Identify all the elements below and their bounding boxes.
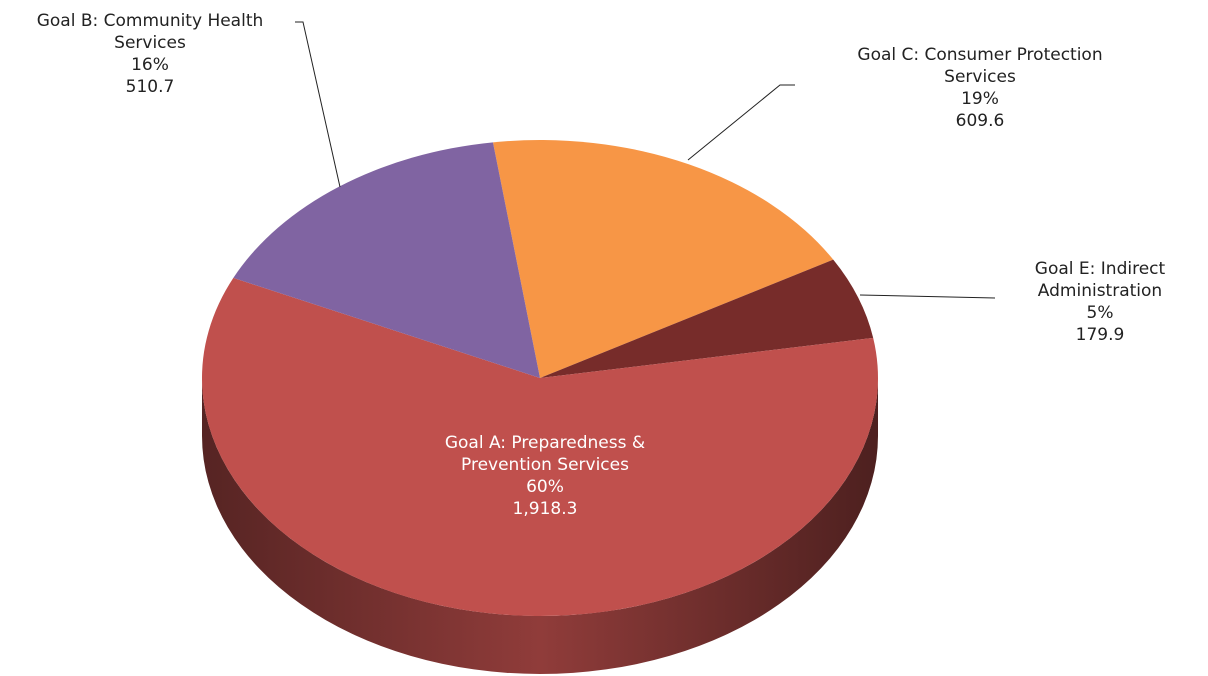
- data-label: Goal E: Indirect Administration 5% 179.9: [1000, 258, 1200, 346]
- slice-value: 179.9: [1075, 325, 1125, 345]
- slice-percent: 60%: [526, 477, 564, 497]
- pie-slice: [540, 259, 874, 378]
- pie-side: [202, 378, 878, 674]
- slice-name: Goal E: Indirect Administration: [1034, 259, 1166, 301]
- slice-value: 609.6: [955, 111, 1005, 131]
- slice-percent: 16%: [131, 55, 169, 75]
- pie-slice: [202, 277, 878, 616]
- slice-name: Goal A: Preparedness & Prevention Servic…: [444, 433, 646, 475]
- data-label: Goal B: Community Health Services 16% 510.…: [0, 10, 300, 98]
- slice-name: Goal C: Consumer Protection Services: [857, 45, 1103, 87]
- data-label: Goal C: Consumer Protection Services 19% 6…: [820, 44, 1140, 132]
- pie-slice: [233, 142, 540, 378]
- leader-line: [687, 84, 795, 161]
- pie-slice: [492, 139, 834, 378]
- slice-value: 1,918.3: [512, 499, 578, 519]
- slice-name: Goal B: Community Health Services: [36, 11, 264, 53]
- slice-value: 510.7: [125, 77, 175, 97]
- leader-line: [859, 294, 996, 299]
- slice-percent: 19%: [961, 89, 999, 109]
- data-label: Goal A: Preparedness & Prevention Servic…: [405, 432, 685, 520]
- slice-percent: 5%: [1086, 303, 1114, 323]
- leader-line: [295, 21, 341, 188]
